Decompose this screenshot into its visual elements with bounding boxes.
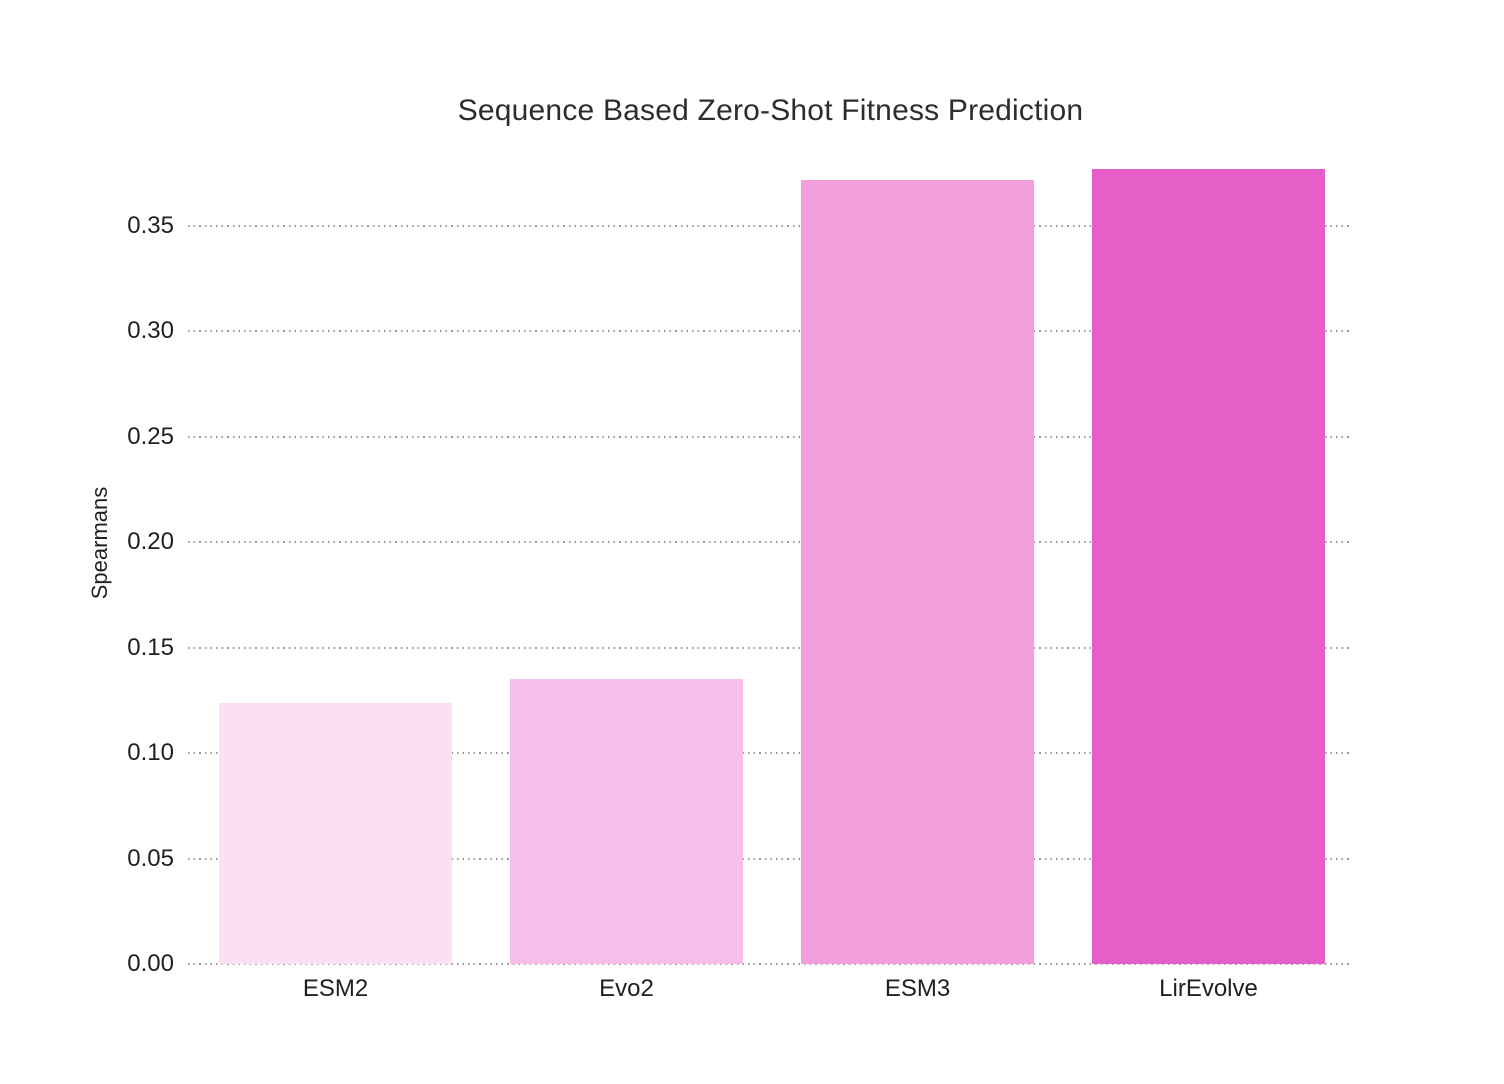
y-tick-label: 0.10: [127, 739, 174, 767]
gridline-0.35: [188, 224, 1353, 227]
y-axis-title: Spearmans: [87, 486, 112, 600]
gridline-0.25: [188, 435, 1353, 438]
gridline-0.10: [188, 752, 1353, 755]
x-tick-label-evo2: Evo2: [599, 975, 654, 1002]
bar-esm3: [801, 179, 1034, 964]
bar-lirevolve: [1092, 169, 1325, 964]
chart-title: Sequence Based Zero-Shot Fitness Predict…: [457, 94, 1084, 127]
x-tick-label-lirevolve: LirEvolve: [1159, 975, 1258, 1002]
y-tick-label: 0.35: [127, 211, 174, 239]
y-tick-label: 0.20: [127, 528, 174, 556]
bar-esm2: [219, 702, 452, 964]
y-tick-label: 0.25: [127, 422, 174, 450]
x-tick-label-esm3: ESM3: [884, 975, 951, 1002]
gridline-0.00: [188, 963, 1353, 965]
y-tick-label: 0.30: [127, 317, 174, 345]
x-tick-label-esm2: ESM2: [302, 975, 369, 1002]
plot-area: 0.00 0.05 0.10 0.15 0.20 0.25 0.30 0.35 ESM2 Evo2…: [127, 169, 1353, 1002]
gridline-0.15: [188, 646, 1353, 649]
gridline-0.05: [188, 857, 1353, 860]
y-tick-label: 0.15: [127, 633, 174, 661]
y-tick-label: 0.05: [127, 844, 174, 872]
bar-evo2: [510, 679, 743, 964]
gridline-0.30: [188, 330, 1353, 333]
gridline-0.20: [188, 541, 1353, 544]
y-tick-label: 0.00: [127, 950, 174, 977]
